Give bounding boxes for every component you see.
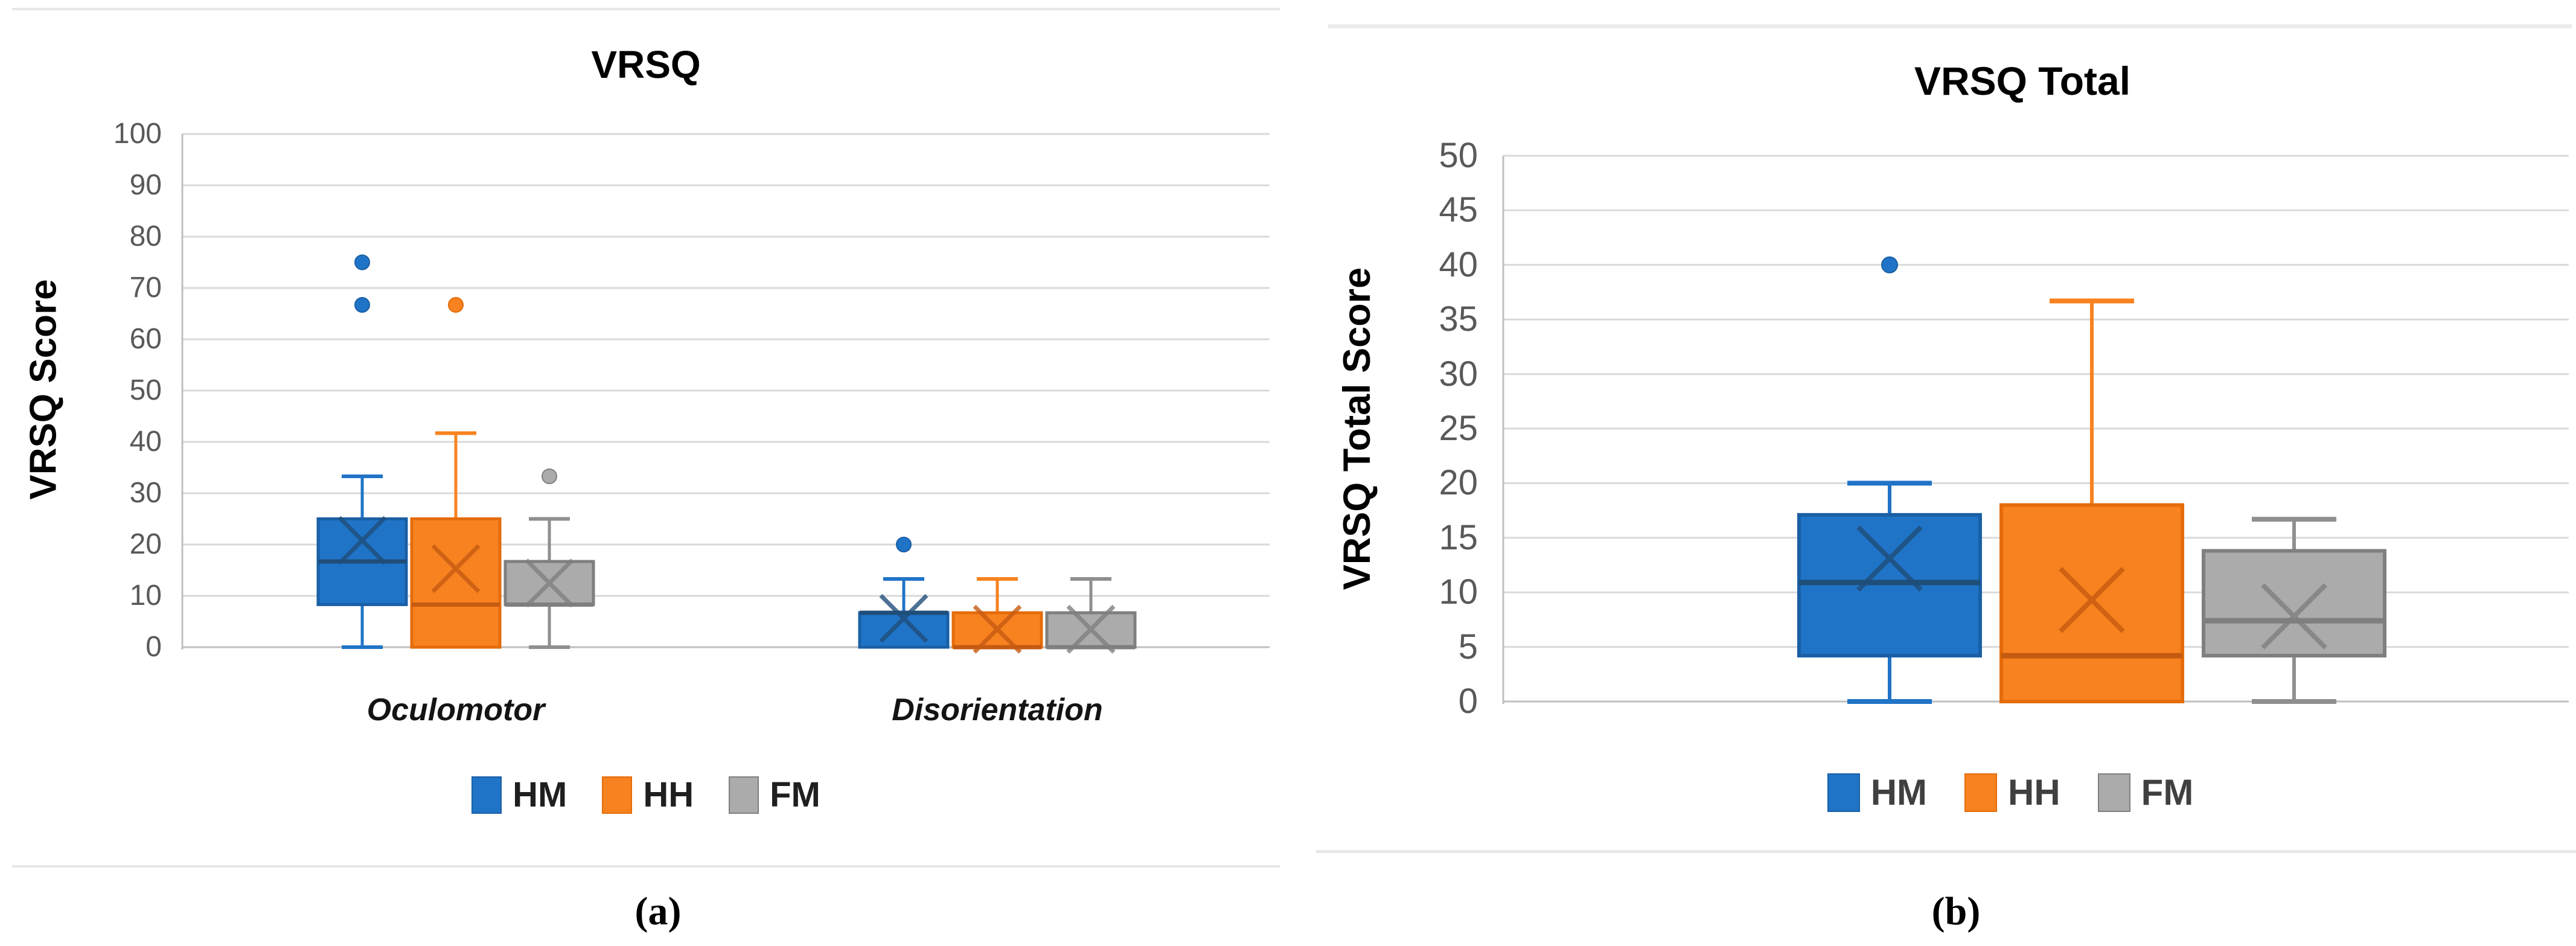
legend-label-hm: HM [513,775,567,814]
y-tick-label: 20 [129,528,162,560]
y-tick-label: 15 [1439,517,1478,557]
y-tick-label: 45 [1439,190,1478,230]
y-tick-label: 10 [1439,572,1478,612]
y-tick-label: 80 [129,220,162,252]
legend-item-hh: HH [602,775,694,815]
mean-marker-hh-total [2059,567,2125,633]
chart-title-vrsq: VRSQ [591,43,701,86]
panel-b-top-border [1328,24,2572,28]
legend-swatch-hh [1964,773,1997,812]
y-tick-label: 5 [1458,627,1478,666]
y-tick-label: 40 [1439,244,1478,284]
mean-marker-hh-oculomotor [431,544,481,593]
y-tick-label: 0 [145,631,162,663]
legend-swatch-hm [1827,773,1860,812]
y-tick-label: 25 [1439,409,1478,448]
subfigure-caption-a: (a) [634,889,682,933]
legend-label-hh: HH [643,775,694,814]
y-tick-label: 20 [1439,463,1478,503]
mean-marker-hm-total [1856,525,1923,592]
category-label-oculomotor: Oculomotor [366,692,545,727]
legend-item-hm: HM [1827,772,1927,813]
y-tick-label: 40 [129,426,162,458]
legend-item-hh: HH [1964,772,2060,813]
y-tick-label: 50 [1439,136,1478,175]
y-axis-title-a: VRSQ Score [22,279,65,500]
legend-item-hm: HM [471,775,567,815]
y-tick-label: 100 [113,118,162,150]
legend-a: HM HH FM [12,775,1280,815]
outlier-point-hm-oculomotor [354,254,370,270]
y-tick-label: 70 [129,272,162,304]
legend-swatch-fm [729,776,759,814]
y-tick-label: 30 [1439,354,1478,394]
outlier-point-hm-oculomotor [354,297,370,313]
legend-label-fm: FM [770,775,820,814]
mean-marker-hm-disorientation [879,593,928,643]
legend-label-hm: HM [1870,772,1927,813]
legend-b: HM HH FM [1328,772,2576,813]
y-tick-label: 0 [1458,682,1478,721]
y-tick-label: 35 [1439,299,1478,339]
subfigure-caption-b: (b) [1931,889,1981,933]
mean-marker-hm-oculomotor [337,516,387,565]
outlier-point-hm-total [1881,256,1898,273]
y-tick-label: 60 [129,323,162,355]
box-fm-total [2202,549,2386,658]
panel-a-separator [12,865,1280,868]
legend-label-fm: FM [2141,772,2194,813]
mean-marker-fm-total [2261,583,2327,650]
legend-item-fm: FM [2097,772,2194,813]
mean-marker-hh-disorientation [973,604,1022,654]
legend-swatch-hm [471,776,502,814]
y-tick-label: 10 [129,580,162,612]
legend-label-hh: HH [2008,772,2060,813]
chart-title-vrsq-total: VRSQ Total [1914,59,2131,103]
box-hh-oculomotor [410,517,502,649]
box-hm-total [1797,513,1982,658]
y-tick-label: 90 [129,169,162,201]
mean-marker-fm-disorientation [1066,604,1116,654]
legend-item-fm: FM [729,775,820,815]
panel-a-top-border [12,8,1280,10]
legend-swatch-fm [2097,773,2130,812]
legend-swatch-hh [602,776,633,814]
outlier-point-fm-oculomotor [542,468,557,484]
outlier-point-hh-oculomotor [448,297,464,313]
y-tick-label: 30 [129,477,162,509]
panel-b-separator [1316,850,2576,853]
mean-marker-fm-oculomotor [525,558,574,608]
outlier-point-hm-disorientation [896,537,912,552]
category-label-disorientation: Disorientation [892,692,1103,727]
y-tick-label: 50 [129,374,162,406]
